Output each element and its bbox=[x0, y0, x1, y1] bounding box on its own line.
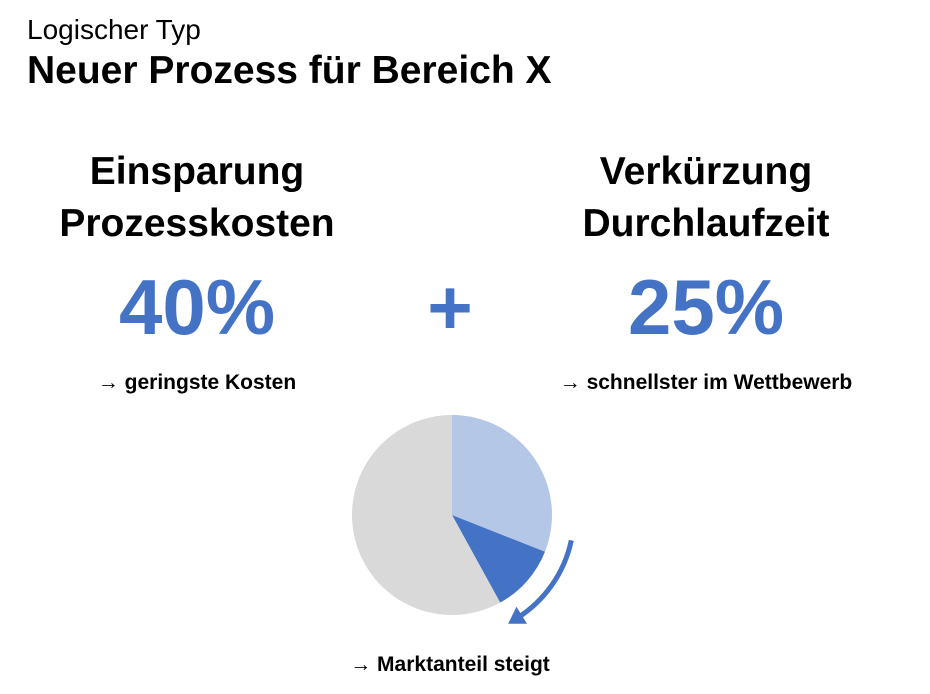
metric-value-cost: 40% bbox=[118, 263, 276, 351]
note-cost: → geringste Kosten bbox=[97, 371, 297, 394]
note-market-share: → Marktanteil steigt bbox=[350, 653, 550, 676]
pie-slice-blue bbox=[452, 515, 545, 603]
metric-heading-cost: Einsparung Prozesskosten bbox=[0, 146, 407, 250]
rotation-arrow-shaft bbox=[515, 539, 574, 621]
metric-heading-time-line2: Durchlaufzeit bbox=[582, 202, 830, 245]
metric-heading-cost-line1: Einsparung bbox=[89, 150, 305, 193]
page-title: Neuer Prozess für Bereich X bbox=[27, 49, 552, 92]
metric-heading-cost-line2: Prozesskosten bbox=[59, 202, 335, 245]
pie-slice-light-blue bbox=[452, 415, 553, 552]
page-subtitle: Logischer Typ bbox=[27, 14, 201, 45]
rotation-arrow-head bbox=[508, 606, 528, 624]
plus-operator: + bbox=[427, 263, 473, 351]
metric-heading-time: Verkürzung Durchlaufzeit bbox=[496, 146, 916, 250]
market-share-pie-chart bbox=[352, 415, 574, 624]
pie-slice-gray bbox=[352, 415, 501, 615]
metric-value-time: 25% bbox=[627, 263, 785, 351]
metric-heading-time-line1: Verkürzung bbox=[599, 150, 813, 193]
note-time: → schnellster im Wettbewerb bbox=[559, 371, 853, 394]
